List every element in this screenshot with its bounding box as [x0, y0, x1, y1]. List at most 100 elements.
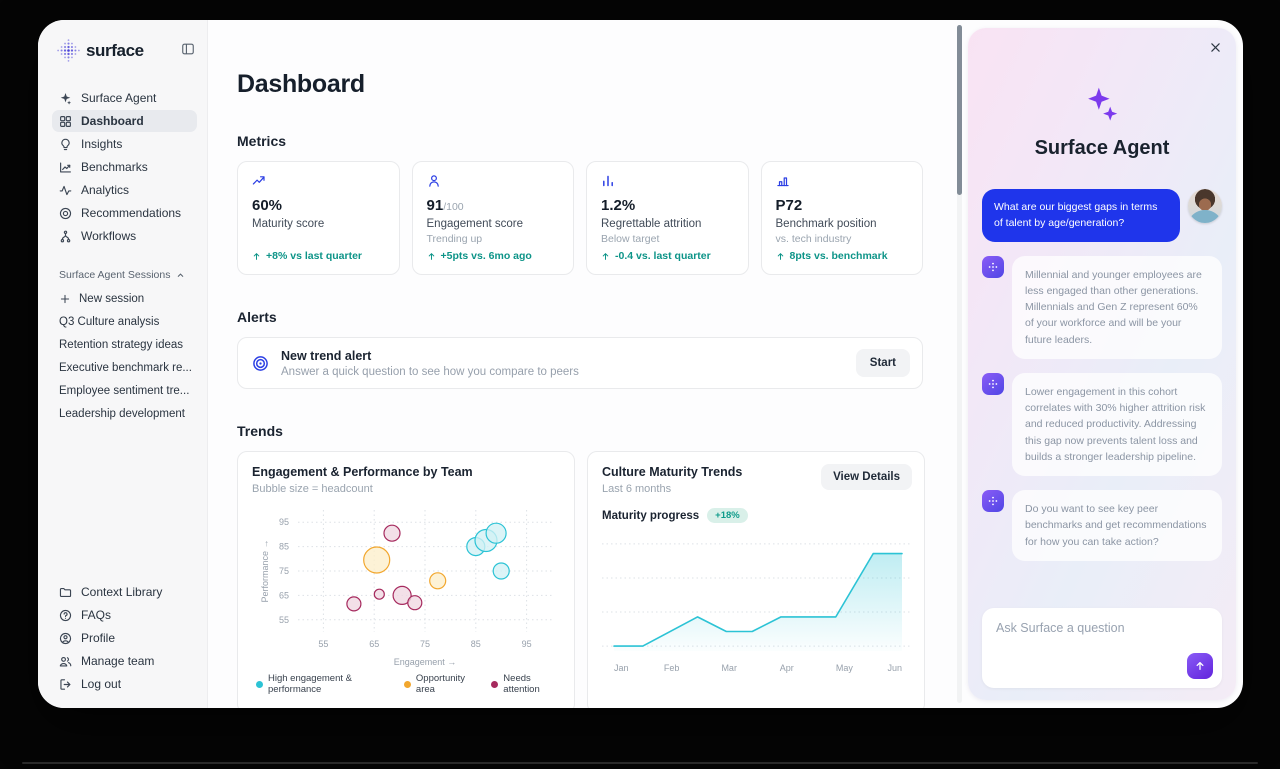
- sidebar-item-insights[interactable]: Insights: [52, 133, 197, 155]
- sidebar-item-dashboard[interactable]: Dashboard: [52, 110, 197, 132]
- app-window: surface Surface Agent Dashboard Insights…: [38, 20, 1243, 708]
- metric-card-engagement-score: 91/100 Engagement score Trending up +5pt…: [411, 161, 574, 275]
- agent-avatar-icon: [982, 255, 1004, 278]
- panel-toggle-icon: [181, 42, 195, 59]
- bubble-legend: High engagement & performance Opportunity…: [252, 673, 560, 695]
- workflow-icon: [59, 230, 72, 243]
- target-rings-icon: [252, 355, 269, 372]
- alert-card: New trend alert Answer a quick question …: [237, 337, 923, 389]
- agent-message-row: Do you want to see key peer benchmarks a…: [982, 490, 1222, 561]
- legend-dot: [491, 680, 499, 688]
- logout-icon: [59, 678, 72, 691]
- user-circle-icon: [59, 632, 72, 645]
- agent-avatar-icon: [982, 490, 1004, 513]
- session-item-executive-benchmark-re[interactable]: Executive benchmark re...: [59, 362, 192, 374]
- chat-input[interactable]: [982, 608, 1222, 688]
- metric-label: Maturity score: [252, 218, 325, 230]
- sidebar-collapse-button[interactable]: [181, 42, 195, 59]
- user-avatar: [1188, 189, 1222, 223]
- help-icon: [59, 609, 72, 622]
- view-details-button[interactable]: View Details: [821, 464, 912, 490]
- svg-text:85: 85: [471, 639, 481, 649]
- agent-message-row: Lower engagement in this cohort correlat…: [982, 372, 1222, 477]
- session-item-leadership-development[interactable]: Leadership development: [59, 408, 185, 420]
- agent-message-bubble: Do you want to see key peer benchmarks a…: [1012, 490, 1222, 561]
- send-button[interactable]: [1187, 653, 1213, 679]
- sidebar: surface Surface Agent Dashboard Insights…: [38, 20, 208, 708]
- svg-text:Engagement →: Engagement →: [394, 657, 457, 667]
- svg-text:65: 65: [369, 639, 379, 649]
- arrow-up-icon: [427, 252, 436, 261]
- chat-panel-title: Surface Agent: [1034, 137, 1170, 159]
- svg-text:Apr: Apr: [780, 663, 794, 673]
- sidebar-item-faqs[interactable]: FAQs: [52, 604, 197, 626]
- sidebar-item-analytics[interactable]: Analytics: [52, 179, 197, 201]
- svg-text:95: 95: [279, 517, 289, 527]
- trends-heading: Trends: [237, 423, 283, 439]
- sessions-label: Surface Agent Sessions: [59, 269, 171, 281]
- agent-message-bubble: Lower engagement in this cohort correlat…: [1012, 372, 1222, 477]
- surface-agent-panel: Surface Agent What are our biggest gaps …: [968, 28, 1236, 700]
- sidebar-item-context-library[interactable]: Context Library: [52, 581, 197, 603]
- main-scrollbar-track: [957, 25, 962, 703]
- sidebar-item-surface-agent[interactable]: Surface Agent: [52, 87, 197, 109]
- user-message-bubble: What are our biggest gaps in terms of ta…: [982, 189, 1180, 242]
- session-item-retention-strategy-ideas[interactable]: Retention strategy ideas: [59, 339, 184, 351]
- progress-label: Maturity progress: [602, 509, 700, 522]
- agent-avatar-icon: [982, 372, 1004, 395]
- alert-description: Answer a quick question to see how you c…: [281, 365, 579, 378]
- metric-note: Trending up: [426, 233, 483, 245]
- svg-text:Jan: Jan: [614, 663, 629, 673]
- sparkles-icon: [59, 92, 72, 105]
- metric-label: Regrettable attrition: [601, 218, 702, 230]
- arrow-up-icon: [601, 252, 610, 261]
- sidebar-item-manage-team[interactable]: Manage team: [52, 650, 197, 672]
- svg-text:55: 55: [318, 639, 328, 649]
- arrow-up-icon: [252, 252, 261, 261]
- sidebar-item-log-out[interactable]: Log out: [52, 673, 197, 695]
- agent-message-bubble: Millennial and younger employees are les…: [1012, 255, 1222, 359]
- svg-text:75: 75: [420, 639, 430, 649]
- agent-messages: Millennial and younger employees are les…: [982, 255, 1222, 561]
- close-panel-button[interactable]: [1209, 41, 1222, 54]
- sidebar-sessions: New session Q3 Culture analysis Retentio…: [52, 288, 197, 426]
- progress-badge: +18%: [707, 508, 748, 523]
- sidebar-item-profile[interactable]: Profile: [52, 627, 197, 649]
- sidebar-item-workflows[interactable]: Workflows: [52, 225, 197, 247]
- trends-row: Engagement & Performance by Team Bubble …: [237, 451, 925, 708]
- surface-logo: surface: [56, 38, 144, 63]
- metric-card-benchmark-position: P72 Benchmark position vs. tech industry…: [760, 161, 923, 275]
- svg-text:85: 85: [279, 542, 289, 552]
- sessions-section-toggle[interactable]: Surface Agent Sessions: [52, 269, 197, 281]
- arrow-up-icon: [776, 252, 785, 261]
- metric-label: Engagement score: [426, 218, 524, 230]
- close-icon: [1209, 41, 1222, 54]
- metrics-row: 60% Maturity score +8% vs last quarter 9…: [237, 161, 923, 275]
- svg-text:Mar: Mar: [721, 663, 737, 673]
- sidebar-item-recommendations[interactable]: Recommendations: [52, 202, 197, 224]
- sidebar-footer: Context Library FAQs Profile Manage team…: [52, 581, 197, 696]
- sidebar-item-benchmarks[interactable]: Benchmarks: [52, 156, 197, 178]
- person-icon: [427, 174, 560, 188]
- sparkles-icon: [982, 86, 1222, 124]
- bubble-chart-subtitle: Bubble size = headcount: [252, 483, 373, 495]
- start-button[interactable]: Start: [855, 349, 910, 377]
- svg-text:95: 95: [522, 639, 532, 649]
- legend-dot: [403, 680, 411, 688]
- target-icon: [59, 207, 72, 220]
- line-chart-card: Culture Maturity Trends Last 6 months Vi…: [587, 451, 925, 708]
- bubble-chart: 55 65 75 85 95 55 65 75 85 95 Performance → Engagem…: [260, 510, 552, 667]
- svg-text:75: 75: [279, 566, 289, 576]
- main-scrollbar-thumb[interactable]: [957, 25, 962, 195]
- session-item-new-session[interactable]: New session: [52, 288, 197, 310]
- session-item-employee-sentiment-tre[interactable]: Employee sentiment tre...: [59, 385, 190, 397]
- svg-text:Jun: Jun: [887, 663, 902, 673]
- chart-line-icon: [59, 161, 72, 174]
- metric-note: Below target: [601, 233, 660, 245]
- agent-message-row: Millennial and younger employees are les…: [982, 255, 1222, 359]
- legend-item-high-engagement-performance: High engagement & performance: [256, 673, 389, 695]
- alerts-heading: Alerts: [237, 309, 277, 325]
- legend-item-needs-attention: Needs attention: [491, 673, 560, 695]
- session-item-q3-culture-analysis[interactable]: Q3 Culture analysis: [59, 316, 160, 328]
